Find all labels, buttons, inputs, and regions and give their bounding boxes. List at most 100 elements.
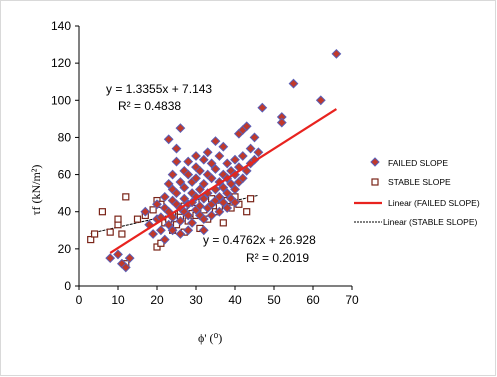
failed-slope-trendline (109, 108, 337, 254)
failed-slope-point (206, 173, 217, 184)
stable-r2-label: R² = 0.2019 (246, 251, 309, 265)
failed-slope-point (167, 169, 178, 180)
legend-stable-marker (371, 178, 379, 186)
failed-slope-point (152, 199, 162, 210)
failed-slope-point (175, 216, 186, 226)
data-points (87, 48, 342, 273)
failed-slope-point (179, 182, 190, 193)
failed-slope-point (183, 156, 194, 167)
stable-slope-point (118, 230, 126, 238)
failed-slope-point (230, 184, 240, 195)
failed-slope-point (155, 225, 166, 236)
failed-slope-point (191, 151, 201, 161)
failed-slope-point (183, 169, 194, 180)
failed-slope-point (175, 123, 186, 134)
failed-slope-point (171, 188, 182, 199)
x-tick-label: 20 (150, 293, 164, 307)
failed-slope-point (218, 197, 229, 208)
stable-slope-point (219, 219, 227, 227)
failed-slope-point (194, 184, 205, 195)
stable-equation-label: y = 0.4762x + 26.928 (203, 233, 316, 247)
stable-slope-point (122, 193, 130, 201)
failed-slope-point (257, 102, 268, 113)
failed-slope-point (245, 143, 256, 154)
failed-slope-point (206, 210, 217, 221)
failed-slope-point (222, 203, 233, 213)
stable-slope-point (149, 206, 157, 214)
stable-slope-point (243, 208, 251, 216)
x-tick-label: 40 (228, 293, 242, 307)
failed-slope-point (148, 229, 159, 239)
failed-slope-point (230, 154, 240, 165)
failed-slope-point (163, 134, 174, 145)
x-tick-label: 70 (345, 293, 359, 307)
y-tick-label: 0 (64, 279, 71, 293)
failed-slope-point (206, 158, 217, 169)
ticks: 0 10 20 30 40 50 60 70 0 20 40 60 80 100 120 140 (51, 19, 359, 307)
failed-slope-point (179, 193, 190, 204)
y-tick-label: 20 (58, 242, 72, 256)
x-tick-label: 10 (111, 293, 125, 307)
failed-slope-point (237, 151, 248, 161)
failed-slope-point (198, 225, 209, 236)
x-tick-label: 30 (189, 293, 203, 307)
axes (78, 26, 352, 287)
legend-failed-label: FAILED SLOPE (388, 158, 448, 168)
failed-slope-point (198, 178, 209, 189)
failed-slope-point (187, 217, 198, 228)
failed-slope-point (113, 249, 123, 260)
failed-slope-point (210, 164, 221, 174)
failed-slope-point (105, 253, 116, 264)
failed-slope-point (249, 132, 260, 143)
stable-slope-point (153, 243, 161, 251)
y-tick-label: 80 (58, 130, 72, 144)
stable-slope-point (98, 208, 107, 216)
legend-stable-trend-label: Linear (STABLE SLOPE) (383, 217, 477, 227)
failed-slope-point (159, 234, 170, 245)
y-tick-label: 60 (58, 168, 72, 182)
failed-slope-point (218, 141, 229, 152)
failed-slope-point (226, 178, 237, 189)
failed-equation-label: y = 1.3355x + 7.143 (106, 82, 212, 96)
failed-slope-point (124, 253, 135, 264)
x-tick-label: 60 (306, 293, 320, 307)
failed-slope-point (237, 173, 248, 184)
failed-slope-point (214, 206, 225, 217)
stable-slope-point (247, 195, 255, 203)
failed-slope-point (171, 143, 182, 154)
failed-slope-point (120, 262, 131, 273)
failed-slope-point (171, 156, 182, 167)
y-axis-label: τf (kN/m²) (29, 165, 43, 216)
stable-slope-point (114, 215, 122, 223)
legend-failed-marker (370, 157, 380, 167)
failed-slope-point (198, 193, 209, 204)
failed-slope-point (175, 229, 186, 239)
y-tick-label: 120 (51, 56, 71, 70)
failed-slope-point (315, 95, 326, 106)
failed-slope-point (222, 158, 233, 169)
failed-slope-point (218, 182, 229, 193)
failed-slope-point (276, 117, 287, 128)
failed-slope-point (163, 219, 174, 230)
failed-slope-point (194, 165, 205, 176)
failed-slope-point (183, 225, 194, 236)
stable-slope-point (90, 230, 99, 238)
failed-slope-point (140, 206, 151, 217)
failed-slope-point (175, 177, 186, 187)
failed-slope-point (163, 178, 174, 189)
failed-slope-point (214, 151, 225, 161)
stable-slope-point (106, 228, 114, 236)
stable-slope-point (133, 215, 142, 223)
failed-slope-point (202, 147, 213, 158)
failed-r2-label: R² = 0.4838 (118, 99, 181, 113)
failed-slope-point (198, 214, 209, 225)
failed-slope-point (288, 78, 299, 89)
legend: FAILED SLOPE STABLE SLOPE Linear (FAILED… (354, 157, 480, 227)
x-axis-label: ϕ' (⁰) (198, 331, 222, 345)
stable-slope-point (87, 235, 95, 244)
y-tick-label: 100 (51, 93, 71, 107)
failed-slope-point (222, 188, 233, 199)
failed-slope-point (183, 210, 194, 221)
failed-slope-point (253, 147, 264, 158)
